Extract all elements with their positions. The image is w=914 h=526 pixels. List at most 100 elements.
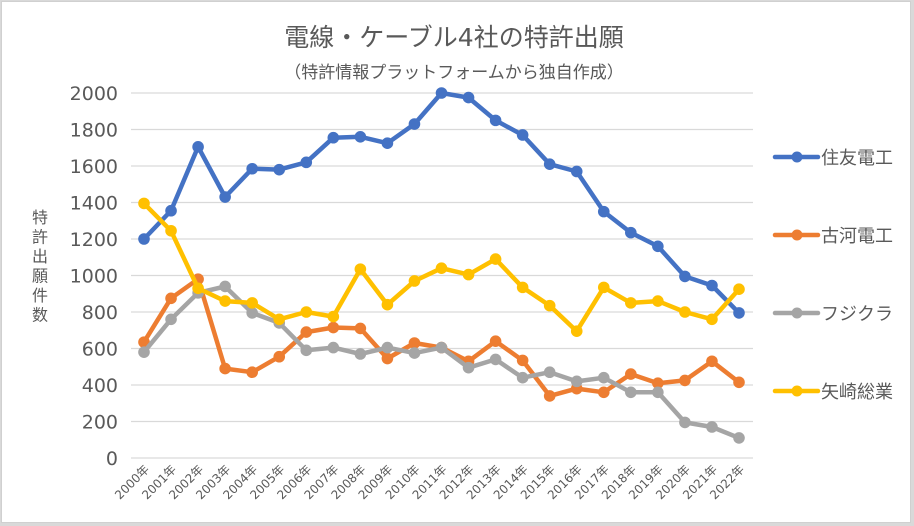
data-point <box>354 348 367 360</box>
data-point <box>219 191 231 203</box>
data-point <box>300 344 313 357</box>
data-point <box>354 131 367 143</box>
data-point <box>354 322 367 335</box>
data-point <box>597 371 610 384</box>
data-point <box>570 165 583 178</box>
data-point <box>489 253 502 265</box>
series-1 <box>138 87 745 319</box>
x-axis-ticks: 2000年2001年2002年2003年2004年2005年2006年2007年… <box>112 462 747 502</box>
data-point <box>300 326 313 338</box>
data-point <box>625 297 637 309</box>
data-point <box>408 118 421 130</box>
y-tick-label: 1600 <box>70 156 118 178</box>
data-point <box>273 350 286 363</box>
legend-label: 古河電工 <box>821 226 893 247</box>
data-point <box>679 306 691 318</box>
data-point <box>327 310 340 323</box>
data-point <box>219 362 231 375</box>
data-point <box>625 226 637 239</box>
y-tick-label: 800 <box>82 302 118 324</box>
data-point <box>652 377 664 389</box>
data-point <box>354 263 367 275</box>
data-point <box>138 197 150 210</box>
data-point <box>192 282 204 295</box>
legend-item: 古河電工 <box>772 226 893 247</box>
data-point <box>408 337 421 349</box>
data-point <box>516 281 529 294</box>
data-point <box>706 421 718 433</box>
data-point <box>679 416 691 429</box>
data-point <box>733 432 745 444</box>
y-tick-label: 1400 <box>70 193 118 215</box>
data-point <box>246 162 258 175</box>
y-tick-label: 1800 <box>70 120 118 142</box>
data-point <box>435 87 448 99</box>
y-tick-label: 1000 <box>70 266 118 288</box>
data-point <box>543 366 556 379</box>
data-point <box>138 346 150 358</box>
data-point <box>138 336 150 348</box>
data-point <box>516 354 529 367</box>
y-tick-label: 600 <box>82 339 118 361</box>
data-point <box>733 283 745 295</box>
data-point <box>516 129 529 141</box>
y-tick-label: 2000 <box>70 83 118 105</box>
data-point <box>543 158 556 170</box>
series-group <box>138 87 745 444</box>
data-point <box>516 371 529 384</box>
data-point <box>435 341 448 354</box>
series-4 <box>138 197 745 337</box>
legend-marker <box>791 151 803 163</box>
data-point <box>462 268 475 281</box>
legend-marker <box>791 229 803 241</box>
data-point <box>327 131 340 144</box>
data-point <box>165 224 177 237</box>
data-point <box>408 347 421 359</box>
y-tick-label: 1200 <box>70 229 118 251</box>
data-point <box>489 353 502 366</box>
data-point <box>381 137 394 149</box>
data-point <box>570 375 583 388</box>
data-point <box>300 306 313 318</box>
legend-marker <box>791 307 803 319</box>
data-point <box>652 386 664 399</box>
data-point <box>597 281 610 294</box>
data-point <box>462 361 475 374</box>
data-point <box>570 325 583 337</box>
data-point <box>625 386 637 399</box>
data-point <box>219 280 231 293</box>
data-point <box>733 307 745 319</box>
chart-subtitle: （特許情報プラットフォームから独自作成） <box>284 63 624 83</box>
gridlines <box>131 92 753 459</box>
legend-item: 矢崎総業 <box>772 382 893 403</box>
data-point <box>543 390 556 402</box>
data-point <box>246 366 258 379</box>
legend-marker <box>791 385 803 397</box>
y-tick-label: 200 <box>82 412 118 434</box>
y-tick-label: 400 <box>82 375 118 397</box>
data-point <box>273 313 286 326</box>
data-point <box>327 341 340 354</box>
data-point <box>462 91 475 104</box>
legend-label: フジクラ <box>821 304 893 325</box>
data-point <box>733 376 745 389</box>
data-point <box>408 275 421 287</box>
data-point <box>652 295 664 307</box>
legend-item: フジクラ <box>772 304 893 325</box>
data-point <box>706 279 718 292</box>
data-point <box>543 299 556 312</box>
data-point <box>327 321 340 334</box>
data-point <box>435 262 448 275</box>
legend-label: 矢崎総業 <box>821 382 893 403</box>
data-point <box>219 295 231 307</box>
y-axis-title: 特許出願件数 <box>32 208 48 325</box>
data-point <box>625 368 637 380</box>
data-point <box>192 141 204 153</box>
data-point <box>246 307 258 319</box>
data-point <box>679 374 691 387</box>
legend-item: 住友電工 <box>772 148 893 169</box>
data-point <box>138 233 150 245</box>
data-point <box>246 297 258 309</box>
